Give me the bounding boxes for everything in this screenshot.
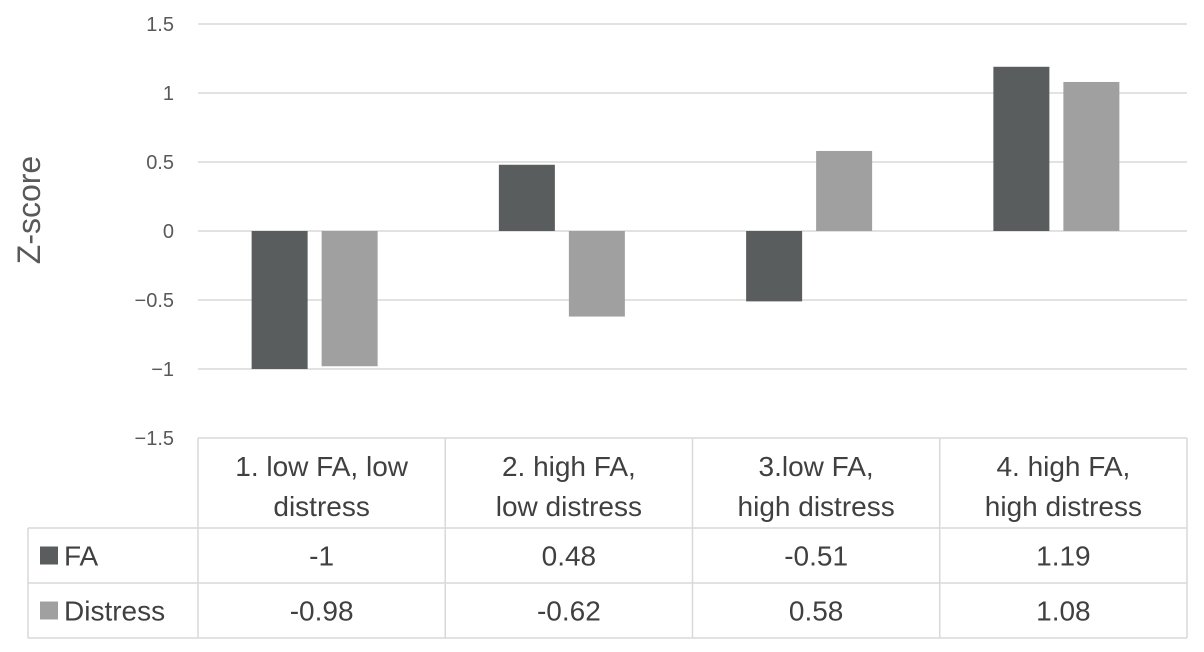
bar-distress-3 bbox=[816, 150, 873, 231]
category-label: 4. high FA, bbox=[996, 451, 1130, 482]
y-axis-title: Z-score bbox=[11, 156, 47, 264]
data-table: 1. low FA, low distress 2. high FA, low dis… bbox=[27, 437, 1188, 639]
table-value-fa: -1 bbox=[309, 541, 334, 572]
category-label: high distress bbox=[738, 491, 895, 522]
category-label: 3.low FA, bbox=[759, 451, 874, 482]
y-tick-label: 1 bbox=[163, 83, 174, 105]
bar-fa-2 bbox=[498, 164, 555, 231]
bar-distress-4 bbox=[1063, 81, 1120, 232]
y-tick-label: −1.5 bbox=[135, 428, 174, 450]
table-value-distress: 1.08 bbox=[1036, 596, 1091, 627]
bar-fa-1 bbox=[251, 231, 308, 369]
legend-label-fa: FA bbox=[64, 541, 99, 572]
table-value-distress: 0.58 bbox=[789, 596, 844, 627]
bar-distress-2 bbox=[568, 231, 625, 317]
y-tick-label: 0 bbox=[163, 221, 174, 243]
category-label: 2. high FA, bbox=[502, 451, 636, 482]
y-tick-label: −1 bbox=[151, 359, 174, 381]
category-label: 1. low FA, low bbox=[235, 451, 409, 482]
table-value-fa: 1.19 bbox=[1036, 541, 1091, 572]
bar-distress-1 bbox=[321, 231, 378, 367]
table-value-distress: -0.98 bbox=[290, 596, 354, 627]
bar-fa-4 bbox=[993, 66, 1050, 231]
y-tick-label: −0.5 bbox=[135, 290, 174, 312]
y-tick-label: 0.5 bbox=[146, 152, 174, 174]
table-value-fa: -0.51 bbox=[784, 541, 848, 572]
bars bbox=[251, 66, 1120, 369]
y-tick-label: 1.5 bbox=[146, 14, 174, 36]
bar-fa-3 bbox=[746, 231, 803, 302]
y-axis-tick-labels: 1.5 1 0.5 0 −0.5 −1 −1.5 bbox=[135, 14, 174, 450]
table-value-distress: -0.62 bbox=[537, 596, 601, 627]
category-label: low distress bbox=[496, 491, 642, 522]
category-label: high distress bbox=[985, 491, 1142, 522]
category-label: distress bbox=[273, 491, 369, 522]
table-value-fa: 0.48 bbox=[542, 541, 597, 572]
legend-key-fa bbox=[40, 546, 58, 565]
legend-key-distress bbox=[40, 601, 58, 620]
legend-label-distress: Distress bbox=[64, 596, 165, 627]
